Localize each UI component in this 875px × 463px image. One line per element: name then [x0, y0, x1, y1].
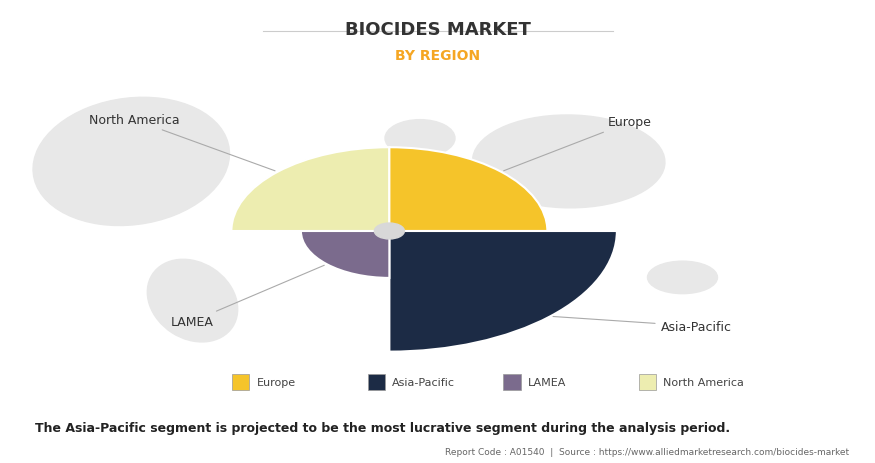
Text: LAMEA: LAMEA — [528, 377, 566, 387]
Ellipse shape — [33, 98, 229, 226]
Wedge shape — [301, 232, 389, 278]
Text: LAMEA: LAMEA — [171, 266, 325, 328]
Wedge shape — [389, 232, 617, 352]
Ellipse shape — [376, 190, 464, 273]
FancyBboxPatch shape — [368, 374, 385, 390]
Text: BIOCIDES MARKET: BIOCIDES MARKET — [345, 21, 530, 39]
FancyBboxPatch shape — [503, 374, 521, 390]
Wedge shape — [231, 148, 389, 232]
Ellipse shape — [385, 120, 455, 157]
Text: BY REGION: BY REGION — [395, 49, 480, 63]
FancyBboxPatch shape — [232, 374, 249, 390]
Text: Europe: Europe — [504, 116, 652, 171]
FancyBboxPatch shape — [639, 374, 656, 390]
Text: The Asia-Pacific segment is projected to be the most lucrative segment during th: The Asia-Pacific segment is projected to… — [35, 421, 730, 434]
Ellipse shape — [147, 260, 238, 342]
Text: Asia-Pacific: Asia-Pacific — [553, 317, 732, 333]
Text: Europe: Europe — [256, 377, 296, 387]
Text: Report Code : A01540  |  Source : https://www.alliedmarketresearch.com/biocides-: Report Code : A01540 | Source : https://… — [444, 447, 849, 456]
Ellipse shape — [648, 262, 718, 294]
Wedge shape — [389, 148, 548, 232]
Ellipse shape — [473, 116, 665, 208]
Circle shape — [374, 224, 404, 239]
Text: North America: North America — [663, 377, 744, 387]
Text: North America: North America — [88, 114, 275, 171]
Text: Asia-Pacific: Asia-Pacific — [392, 377, 455, 387]
